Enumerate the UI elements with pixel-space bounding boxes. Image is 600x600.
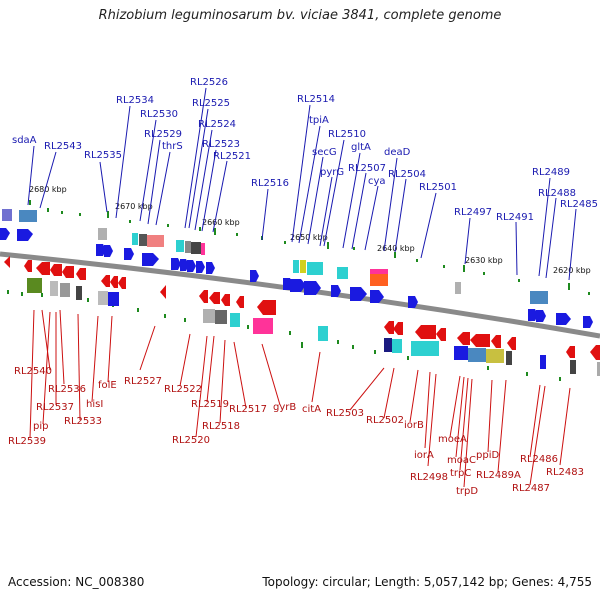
gene-label: RL2523: [202, 139, 240, 150]
gene-label: RL2486: [520, 454, 558, 465]
gene-label: hisI: [86, 399, 103, 410]
tick-label: 2670 kbp: [115, 202, 153, 211]
gene-label: RL2520: [172, 435, 210, 446]
gene-label: RL2489: [532, 167, 570, 178]
tick-label: 2660 kbp: [202, 218, 240, 227]
gene-label: deaD: [384, 147, 411, 158]
gene-label: RL2498: [410, 472, 448, 483]
gene-label: RL2534: [116, 95, 154, 106]
gene-label: secG: [312, 147, 337, 158]
map-title: Rhizobium leguminosarum bv. viciae 3841,…: [98, 8, 502, 23]
gene-label: ppiD: [476, 450, 499, 461]
gene-label: RL2539: [8, 436, 46, 447]
gene-label: trpC: [450, 468, 471, 479]
topology-text: Topology: circular; Length: 5,057,142 bp…: [262, 575, 592, 589]
gene-label: RL2529: [144, 129, 182, 140]
gene-label: RL2514: [297, 94, 335, 105]
gene-label: RL2530: [140, 109, 178, 120]
gene-label: RL2502: [366, 415, 404, 426]
gene-label: RL2519: [191, 399, 229, 410]
gene-label: iorA: [414, 450, 434, 461]
gene-label: moaC: [447, 455, 476, 466]
gene-label: RL2526: [190, 77, 228, 88]
gene-label: RL2517: [229, 404, 267, 415]
forward-feature-blocks: [2, 209, 548, 304]
gene-label: RL2535: [84, 150, 122, 161]
gene-label: thrS: [162, 141, 183, 152]
gene-label: citA: [302, 404, 321, 415]
gene-label: folE: [98, 380, 117, 391]
gene-label: RL2533: [64, 416, 102, 427]
gene-label: RL2485: [560, 199, 598, 210]
gene-label: pip: [33, 421, 48, 432]
gene-label: trpD: [456, 486, 478, 497]
forward-genes: [0, 228, 593, 328]
gene-label: sdaA: [12, 135, 37, 146]
reverse-leader-lines: [29, 309, 571, 488]
gene-label: iorB: [404, 420, 424, 431]
gene-label: RL2489A: [476, 470, 521, 481]
gene-label: RL2497: [454, 207, 492, 218]
gene-label: RL2501: [419, 182, 457, 193]
forward-leader-lines: [27, 87, 577, 281]
gene-label: RL2518: [202, 421, 240, 432]
gene-label: RL2524: [198, 119, 236, 130]
gene-label: RL2543: [44, 141, 82, 152]
gene-label: RL2540: [14, 366, 52, 377]
gene-label: pyrG: [320, 167, 344, 178]
gene-label: RL2483: [546, 467, 584, 478]
tick-label: 2630 kbp: [465, 256, 503, 265]
tick-label: 2680 kbp: [29, 185, 67, 194]
gene-label: RL2525: [192, 98, 230, 109]
gene-label: gyrB: [273, 402, 296, 413]
gene-label: RL2504: [388, 169, 426, 180]
gene-label: RL2536: [48, 384, 86, 395]
gene-label: cya: [368, 176, 386, 187]
gene-label: RL2521: [213, 151, 251, 162]
gene-label: RL2510: [328, 129, 366, 140]
reverse-feature-blocks: [27, 278, 600, 376]
gene-label: RL2488: [538, 188, 576, 199]
gene-label: RL2522: [164, 384, 202, 395]
gene-label: gltA: [351, 142, 371, 153]
tick-label: 2620 kbp: [553, 266, 591, 275]
gene-label: RL2507: [348, 163, 386, 174]
gene-label: moeA: [438, 434, 467, 445]
reverse-genes: [4, 256, 600, 360]
gene-label: RL2527: [124, 376, 162, 387]
gene-label: RL2516: [251, 178, 289, 189]
gene-label: RL2537: [36, 402, 74, 413]
accession-text: Accession: NC_008380: [8, 575, 145, 589]
gene-label: tpiA: [309, 115, 329, 126]
gene-label: RL2503: [326, 408, 364, 419]
gene-label: RL2487: [512, 483, 550, 494]
gene-label: RL2491: [496, 212, 534, 223]
